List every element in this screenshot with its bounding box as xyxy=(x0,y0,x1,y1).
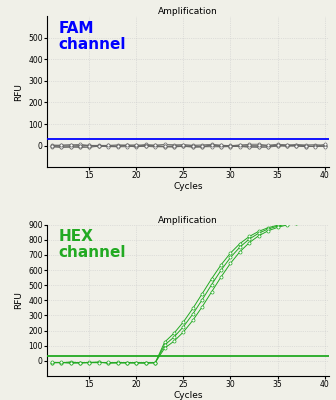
Title: Amplification: Amplification xyxy=(158,216,218,225)
Text: FAM
channel: FAM channel xyxy=(58,20,126,52)
Text: HEX
channel: HEX channel xyxy=(58,229,126,260)
X-axis label: Cycles: Cycles xyxy=(173,182,203,191)
Y-axis label: RFU: RFU xyxy=(14,292,23,309)
Title: Amplification: Amplification xyxy=(158,7,218,16)
Y-axis label: RFU: RFU xyxy=(14,83,23,100)
X-axis label: Cycles: Cycles xyxy=(173,390,203,400)
